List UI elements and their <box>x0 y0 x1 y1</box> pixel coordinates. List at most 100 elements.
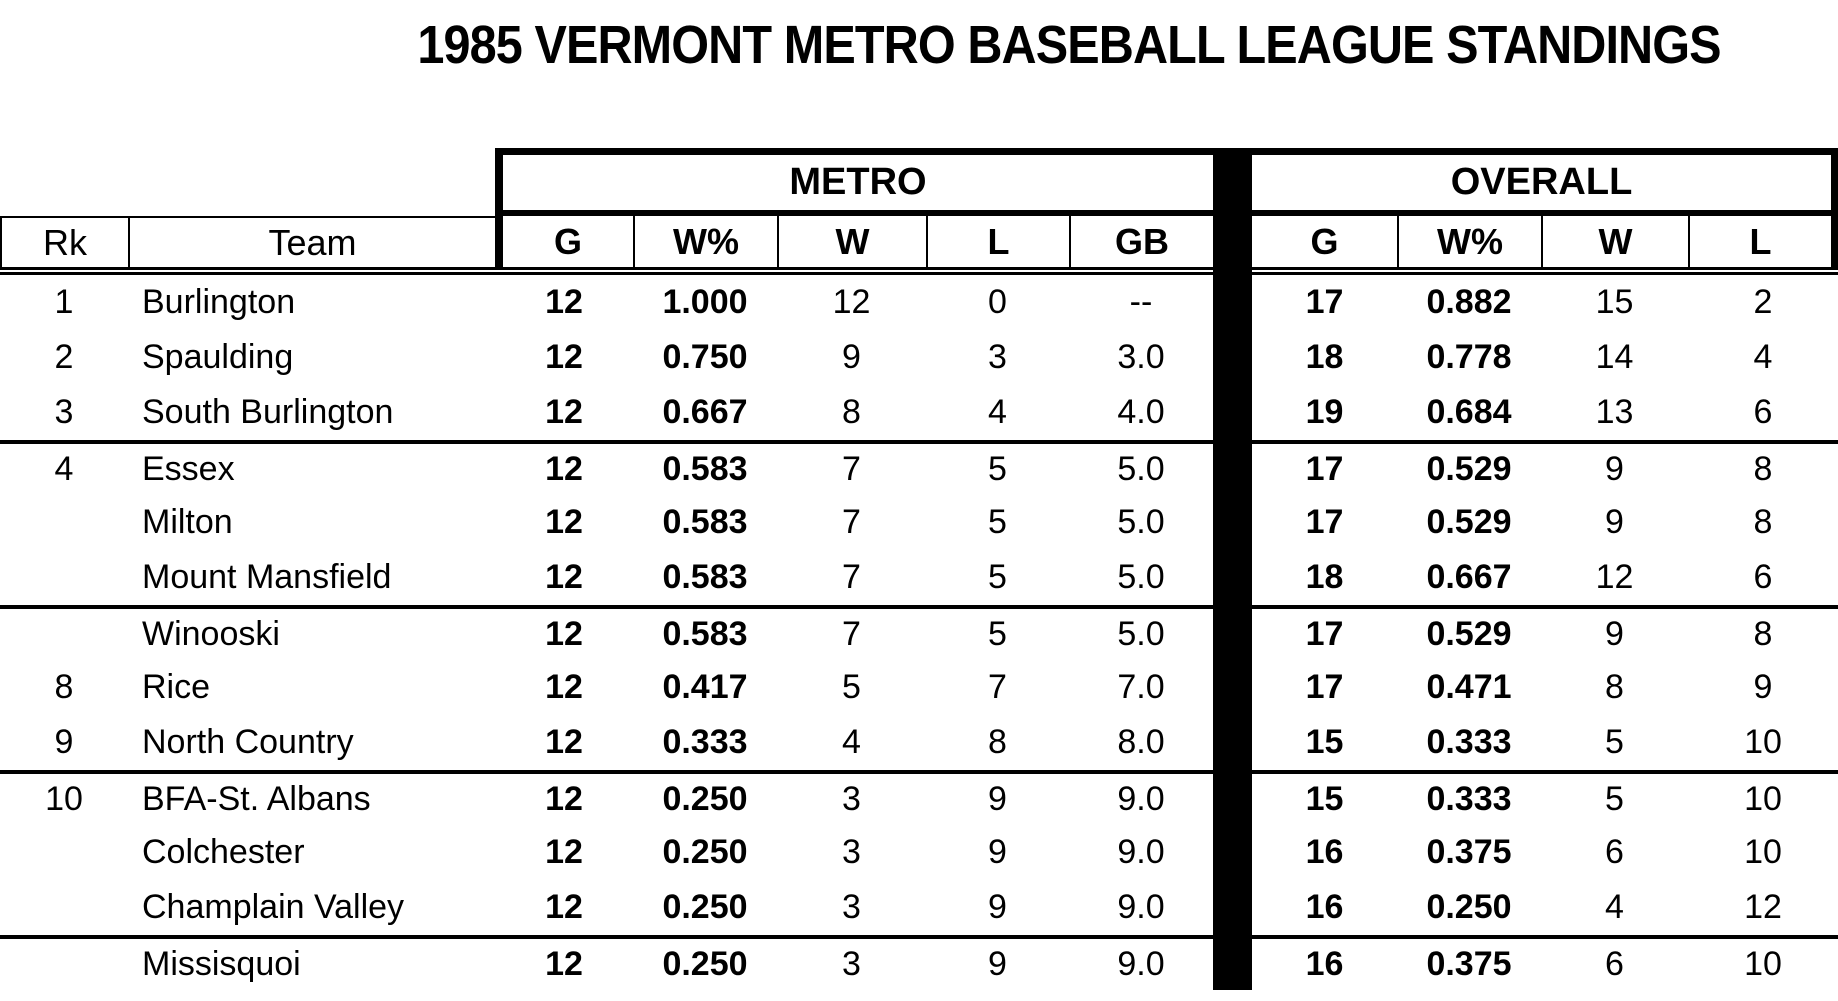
metro-winpct-cell: 0.583 <box>662 558 748 596</box>
overall-winpct-cell: 0.471 <box>1426 668 1512 706</box>
team-cell: Winooski <box>128 605 495 660</box>
metro-games-header: G <box>495 216 633 267</box>
metro-winpct-cell: 1.000 <box>662 283 748 321</box>
team-cell: Milton <box>142 503 233 541</box>
metro-losses-cell: 3 <box>988 338 1007 376</box>
rank-cell: 2 <box>54 338 74 376</box>
overall-losses-cell: 4 <box>1753 338 1773 376</box>
page-title: 1985 VERMONT METRO BASEBALL LEAGUE STAND… <box>417 15 1721 75</box>
metro-losses-cell: 5 <box>988 558 1007 596</box>
overall-losses-cell: 8 <box>1688 440 1838 495</box>
overall-losses-cell: 10 <box>1688 770 1838 825</box>
metro-winpct-cell: 0.583 <box>633 440 777 495</box>
overall-winpct-cell: 0.529 <box>1397 440 1541 495</box>
metro-wins-cell: 5 <box>842 668 861 706</box>
metro-wins-cell: 3 <box>842 888 861 926</box>
overall-winpct-cell: 0.882 <box>1426 283 1512 321</box>
rank-cell: 1 <box>54 283 74 321</box>
metro-games-cell: 12 <box>545 668 583 706</box>
overall-wins-cell: 12 <box>1595 558 1634 596</box>
metro-group-header: METRO <box>495 148 1213 216</box>
rank-cell: 4 <box>0 440 128 495</box>
metro-wins-cell: 12 <box>832 283 871 321</box>
overall-winpct-cell: 0.667 <box>1426 558 1512 596</box>
standings-table: METRO OVERALL Rk Team G W% W L GB G W% W… <box>0 148 1838 990</box>
metro-winpct-cell: 0.583 <box>633 605 777 660</box>
metro-gamesback-header: GB <box>1069 216 1213 267</box>
overall-games-cell: 17 <box>1252 605 1397 660</box>
metro-gamesback-cell: 9.0 <box>1117 833 1165 871</box>
overall-games-cell: 18 <box>1305 558 1344 596</box>
metro-winpct-cell: 0.250 <box>633 770 777 825</box>
rank-cell: 3 <box>54 393 74 431</box>
overall-games-cell: 16 <box>1305 888 1344 926</box>
metro-losses-cell: 8 <box>988 723 1007 761</box>
metro-games-cell: 12 <box>545 503 583 541</box>
overall-games-cell: 17 <box>1252 440 1397 495</box>
overall-wins-cell: 6 <box>1541 935 1688 990</box>
overall-games-cell: 17 <box>1305 283 1344 321</box>
overall-wins-cell: 9 <box>1541 440 1688 495</box>
rank-cell <box>0 825 128 880</box>
metro-losses-cell: 9 <box>988 833 1007 871</box>
overall-games-cell: 16 <box>1305 833 1344 871</box>
metro-games-cell: 12 <box>545 723 583 761</box>
team-cell: Champlain Valley <box>142 888 405 926</box>
metro-gamesback-cell: 5.0 <box>1117 503 1165 541</box>
overall-wins-cell: 13 <box>1595 393 1634 431</box>
metro-games-cell: 12 <box>495 770 633 825</box>
metro-gamesback-cell: 7.0 <box>1117 668 1165 706</box>
metro-gamesback-cell: -- <box>1129 283 1153 321</box>
rank-cell <box>0 605 128 660</box>
metro-wins-cell: 3 <box>777 935 926 990</box>
overall-wins-cell: 15 <box>1595 283 1634 321</box>
metro-gamesback-cell: 5.0 <box>1117 558 1165 596</box>
metro-games-cell: 12 <box>545 283 583 321</box>
overall-wins-cell: 5 <box>1541 770 1688 825</box>
overall-wins-cell: 4 <box>1605 888 1624 926</box>
overall-games-cell: 18 <box>1305 338 1344 376</box>
metro-wins-cell: 9 <box>842 338 861 376</box>
team-cell: Mount Mansfield <box>142 558 392 596</box>
metro-games-cell: 12 <box>495 935 633 990</box>
team-cell: Colchester <box>142 833 305 871</box>
metro-games-cell: 12 <box>545 393 583 431</box>
overall-winpct-header: W% <box>1397 216 1541 267</box>
overall-losses-cell: 10 <box>1744 833 1782 871</box>
metro-wins-cell: 7 <box>777 440 926 495</box>
overall-games-cell: 16 <box>1252 935 1397 990</box>
metro-losses-cell: 5 <box>926 440 1069 495</box>
overall-winpct-cell: 0.529 <box>1426 503 1512 541</box>
metro-losses-cell: 9 <box>926 935 1069 990</box>
metro-wins-cell: 7 <box>842 503 861 541</box>
rank-cell <box>0 880 128 935</box>
metro-winpct-cell: 0.667 <box>662 393 748 431</box>
overall-winpct-cell: 0.333 <box>1426 723 1512 761</box>
team-cell: BFA-St. Albans <box>128 770 495 825</box>
header-double-rule <box>0 267 1838 275</box>
metro-wins-cell: 3 <box>777 770 926 825</box>
metro-winpct-cell: 0.750 <box>662 338 748 376</box>
overall-games-cell: 17 <box>1305 503 1344 541</box>
overall-wins-cell: 8 <box>1605 668 1624 706</box>
overall-losses-cell: 2 <box>1753 283 1773 321</box>
overall-losses-cell: 9 <box>1753 668 1773 706</box>
overall-losses-cell: 6 <box>1753 393 1773 431</box>
metro-losses-cell: 5 <box>926 605 1069 660</box>
overall-winpct-cell: 0.250 <box>1426 888 1512 926</box>
metro-losses-cell: 9 <box>926 770 1069 825</box>
metro-gamesback-cell: 5.0 <box>1069 605 1213 660</box>
rank-cell <box>0 550 128 605</box>
overall-winpct-cell: 0.375 <box>1397 935 1541 990</box>
metro-games-cell: 12 <box>545 338 583 376</box>
metro-games-cell: 12 <box>545 833 583 871</box>
metro-wins-cell: 8 <box>842 393 861 431</box>
metro-gamesback-cell: 9.0 <box>1069 935 1213 990</box>
metro-winpct-cell: 0.250 <box>633 935 777 990</box>
overall-winpct-cell: 0.375 <box>1426 833 1512 871</box>
metro-wins-cell: 4 <box>842 723 861 761</box>
metro-gamesback-cell: 8.0 <box>1117 723 1165 761</box>
metro-games-cell: 12 <box>545 558 583 596</box>
overall-losses-header: L <box>1688 216 1838 267</box>
